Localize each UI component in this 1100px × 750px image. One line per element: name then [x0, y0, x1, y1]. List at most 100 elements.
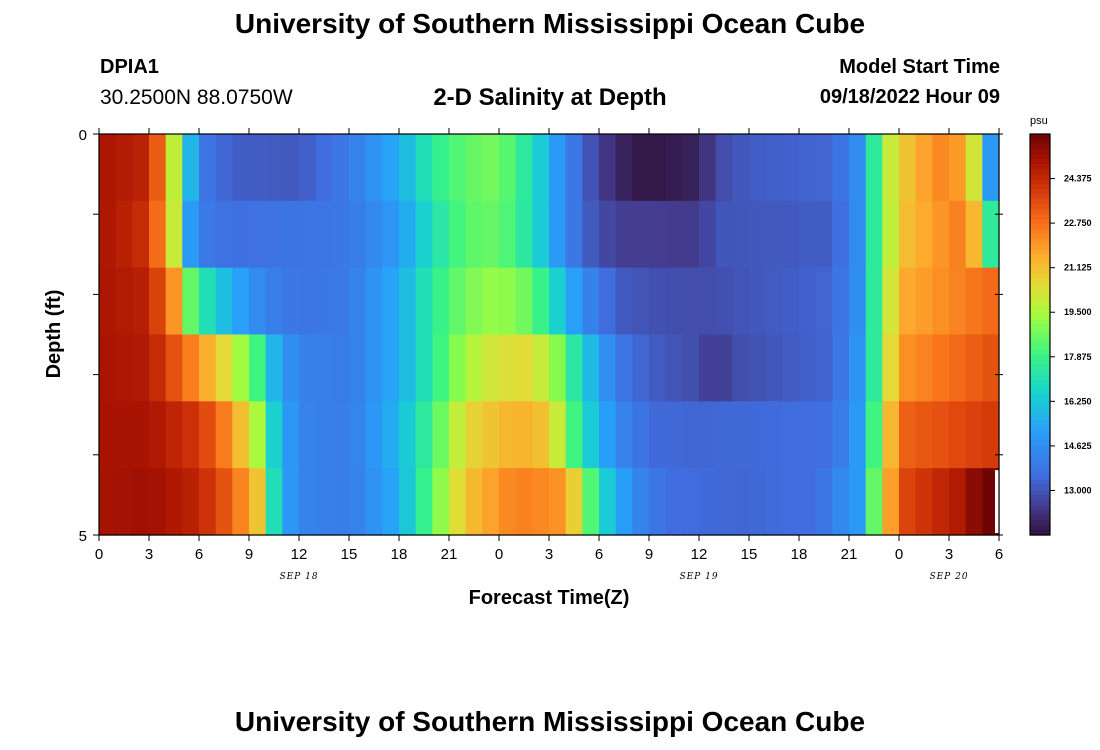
heatmap-cell [249, 335, 266, 402]
heatmap-cell [149, 201, 166, 268]
colorbar-segment [1030, 229, 1050, 235]
x-tick-label: 18 [791, 546, 808, 563]
heatmap-cell [882, 268, 899, 335]
heatmap-cell [832, 134, 849, 201]
x-tick-label: 12 [291, 546, 308, 563]
heatmap-cell [399, 134, 416, 201]
heatmap-cell [566, 468, 583, 535]
heatmap-cell [949, 201, 966, 268]
heatmap-cell [666, 268, 683, 335]
heatmap-cell [849, 401, 866, 468]
colorbar-segment [1030, 360, 1050, 366]
heatmap-cell [549, 201, 566, 268]
heatmap-cell [766, 468, 783, 535]
heatmap-cell [499, 201, 516, 268]
heatmap-cell [699, 335, 716, 402]
heatmap-cell [799, 335, 816, 402]
heatmap-cell [916, 401, 933, 468]
heatmap-cell [432, 401, 449, 468]
colorbar-tick-label: 16.250 [1064, 396, 1092, 406]
heatmap-cell [232, 335, 249, 402]
date-label: SEP 18 [279, 572, 318, 582]
heatmap-cell [749, 335, 766, 402]
heatmap-cell [516, 335, 533, 402]
heatmap-cell [132, 201, 149, 268]
heatmap-cell [816, 268, 833, 335]
heatmap-cell [649, 201, 666, 268]
x-tick-label: 15 [741, 546, 758, 563]
heatmap-cell [449, 401, 466, 468]
heatmap-cell [199, 401, 216, 468]
heatmap-cell [649, 134, 666, 201]
heatmap-cell [549, 134, 566, 201]
heatmap-cell [582, 401, 599, 468]
heatmap-cell [632, 468, 649, 535]
heatmap-cell [816, 201, 833, 268]
heatmap-cell [766, 201, 783, 268]
heatmap-cell [516, 401, 533, 468]
x-tick-label: 3 [945, 546, 953, 563]
heatmap-cell [149, 401, 166, 468]
heatmap-cell [899, 401, 916, 468]
colorbar-segment [1030, 405, 1050, 411]
heatmap-cell [499, 468, 516, 535]
colorbar-segment [1030, 329, 1050, 335]
heatmap-cell [232, 468, 249, 535]
heatmap-cell [532, 134, 549, 201]
heatmap-cell [399, 201, 416, 268]
heatmap-cell [716, 401, 733, 468]
heatmap-cell [132, 268, 149, 335]
colorbar-segment [1030, 440, 1050, 446]
colorbar-segment [1030, 430, 1050, 436]
heatmap-cell [316, 134, 333, 201]
colorbar-segment [1030, 154, 1050, 160]
heatmap-cell [449, 268, 466, 335]
heatmap-cell [249, 268, 266, 335]
heatmap-cell [549, 468, 566, 535]
heatmap-cell [316, 268, 333, 335]
heatmap-cell [166, 201, 183, 268]
heatmap-cell [799, 468, 816, 535]
heatmap-cell [849, 134, 866, 201]
heatmap-cell [899, 468, 916, 535]
heatmap-cell [316, 401, 333, 468]
colorbar-segment [1030, 445, 1050, 451]
heatmap-cell [349, 335, 366, 402]
heatmap-cell [949, 468, 966, 535]
heatmap-cell [282, 201, 299, 268]
heatmap-cell [149, 134, 166, 201]
heatmap-cell [416, 134, 433, 201]
colorbar-segment [1030, 214, 1050, 220]
heatmap-cell [982, 268, 999, 335]
heatmap-cell [932, 401, 949, 468]
heatmap-cell [532, 268, 549, 335]
heatmap-cell [616, 401, 633, 468]
heatmap-cell [782, 201, 799, 268]
colorbar-segment [1030, 144, 1050, 150]
heatmap-cell [832, 268, 849, 335]
heatmap-cell [582, 201, 599, 268]
colorbar-segment [1030, 335, 1050, 341]
heatmap-cell [366, 134, 383, 201]
heatmap-cell [632, 335, 649, 402]
heatmap-cell [299, 201, 316, 268]
colorbar-segment [1030, 410, 1050, 416]
heatmap-cell [482, 401, 499, 468]
heatmap-cell [682, 134, 699, 201]
heatmap-cell [949, 268, 966, 335]
heatmap-cell [266, 201, 283, 268]
heatmap-cell [966, 335, 983, 402]
heatmap-cell [632, 401, 649, 468]
heatmap-cell [316, 335, 333, 402]
heatmap-cell [316, 468, 333, 535]
x-tick-label: 3 [145, 546, 153, 563]
heatmap-cell [666, 134, 683, 201]
colorbar-segment [1030, 184, 1050, 190]
heatmap-cell [182, 268, 199, 335]
heatmap-cell [516, 468, 533, 535]
heatmap-cell [782, 268, 799, 335]
colorbar-segment [1030, 425, 1050, 431]
colorbar-segment [1030, 299, 1050, 305]
colorbar-segment [1030, 475, 1050, 481]
heatmap-cell [466, 268, 483, 335]
